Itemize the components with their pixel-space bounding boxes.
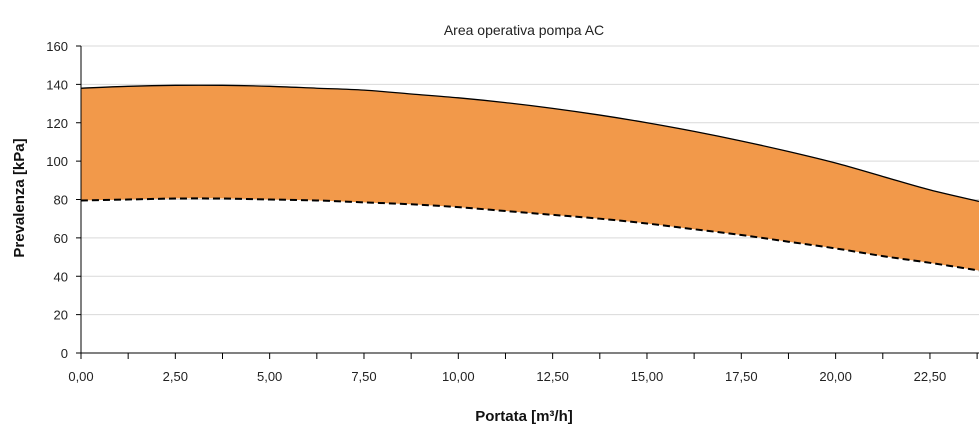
x-tick-label: 2,50 (163, 369, 188, 384)
y-tick-label: 60 (54, 231, 68, 246)
x-tick-label: 12,50 (536, 369, 569, 384)
series-lines (80, 84, 979, 272)
x-tick-label: 10,00 (442, 369, 475, 384)
x-tick-label: 5,00 (257, 369, 282, 384)
y-tick-label: 120 (46, 116, 68, 131)
x-tick-label: 7,50 (351, 369, 376, 384)
axes (76, 45, 979, 359)
lower-curve-dashed-line (80, 197, 979, 272)
chart-title: Area operativa pompa AC (444, 22, 604, 38)
y-tick-label: 100 (46, 154, 68, 169)
upper-curve-line (80, 84, 979, 203)
x-tick-labels: 0,00 2,50 5,00 7,50 10,00 12,50 15,00 17,50 20,0… (68, 369, 946, 384)
x-tick-label: 20,00 (819, 369, 852, 384)
y-tick-label: 140 (46, 77, 68, 92)
operating-area-fill (81, 85, 979, 271)
x-tick-label: 0,00 (68, 369, 93, 384)
x-axis-title: Portata [m³/h] (475, 408, 573, 425)
x-tick-label: 17,50 (725, 369, 758, 384)
y-axis-title: Prevalenza [kPa] (11, 138, 28, 257)
y-tick-label: 0 (61, 346, 68, 361)
y-tick-label: 40 (54, 269, 68, 284)
operating-area (81, 85, 979, 271)
y-tick-label: 80 (54, 193, 68, 208)
x-tick-label: 15,00 (631, 369, 664, 384)
y-tick-label: 20 (54, 308, 68, 323)
y-tick-labels: 0 20 40 60 80 100 120 140 160 (46, 39, 68, 361)
y-tick-label: 160 (46, 39, 68, 54)
x-tick-label: 22,50 (914, 369, 947, 384)
